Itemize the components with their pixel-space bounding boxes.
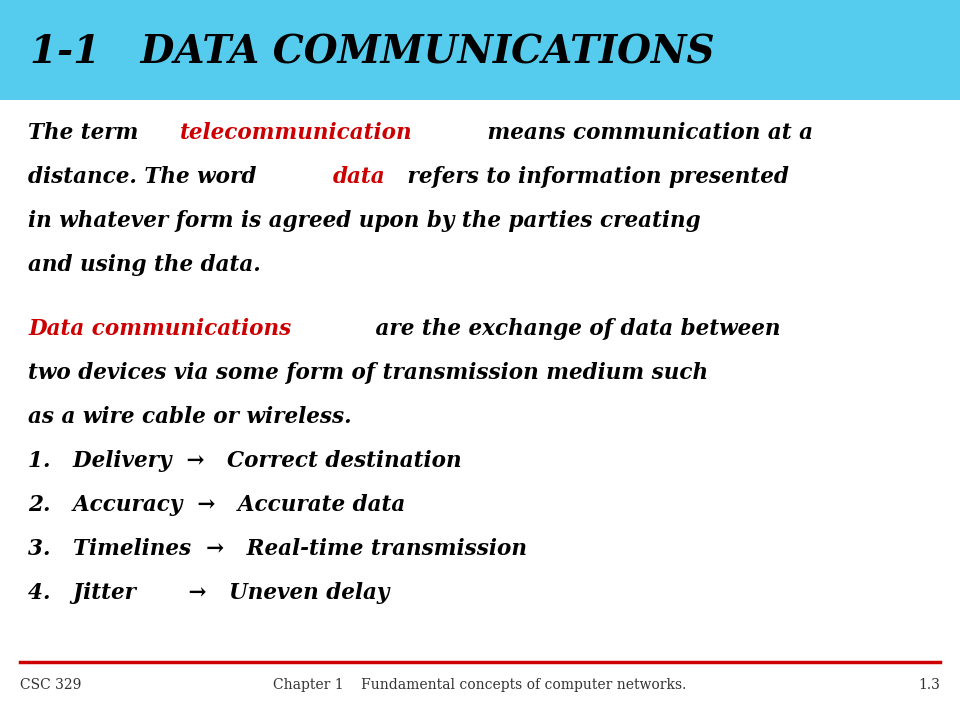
- Text: CSC 329: CSC 329: [20, 678, 82, 692]
- Text: distance. The word: distance. The word: [28, 166, 264, 188]
- Text: 1-1   DATA COMMUNICATIONS: 1-1 DATA COMMUNICATIONS: [30, 33, 714, 71]
- Text: as a wire cable or wireless.: as a wire cable or wireless.: [28, 406, 351, 428]
- Text: The term: The term: [28, 122, 146, 144]
- Text: means communication at a: means communication at a: [480, 122, 813, 144]
- Text: Data communications: Data communications: [28, 318, 291, 340]
- Text: two devices via some form of transmission medium such: two devices via some form of transmissio…: [28, 362, 708, 384]
- Text: and using the data.: and using the data.: [28, 254, 261, 276]
- Text: 1.   Delivery  →   Correct destination: 1. Delivery → Correct destination: [28, 450, 462, 472]
- Text: telecommunication: telecommunication: [180, 122, 413, 144]
- FancyBboxPatch shape: [0, 0, 960, 100]
- Text: data: data: [332, 166, 385, 188]
- Text: Chapter 1    Fundamental concepts of computer networks.: Chapter 1 Fundamental concepts of comput…: [274, 678, 686, 692]
- Text: 2.   Accuracy  →   Accurate data: 2. Accuracy → Accurate data: [28, 494, 405, 516]
- Text: 3.   Timelines  →   Real-time transmission: 3. Timelines → Real-time transmission: [28, 538, 527, 560]
- Text: 4.   Jitter       →   Uneven delay: 4. Jitter → Uneven delay: [28, 582, 390, 604]
- Text: are the exchange of data between: are the exchange of data between: [368, 318, 780, 340]
- Text: 1.3: 1.3: [918, 678, 940, 692]
- Text: in whatever form is agreed upon by the parties creating: in whatever form is agreed upon by the p…: [28, 210, 701, 232]
- Text: refers to information presented: refers to information presented: [400, 166, 789, 188]
